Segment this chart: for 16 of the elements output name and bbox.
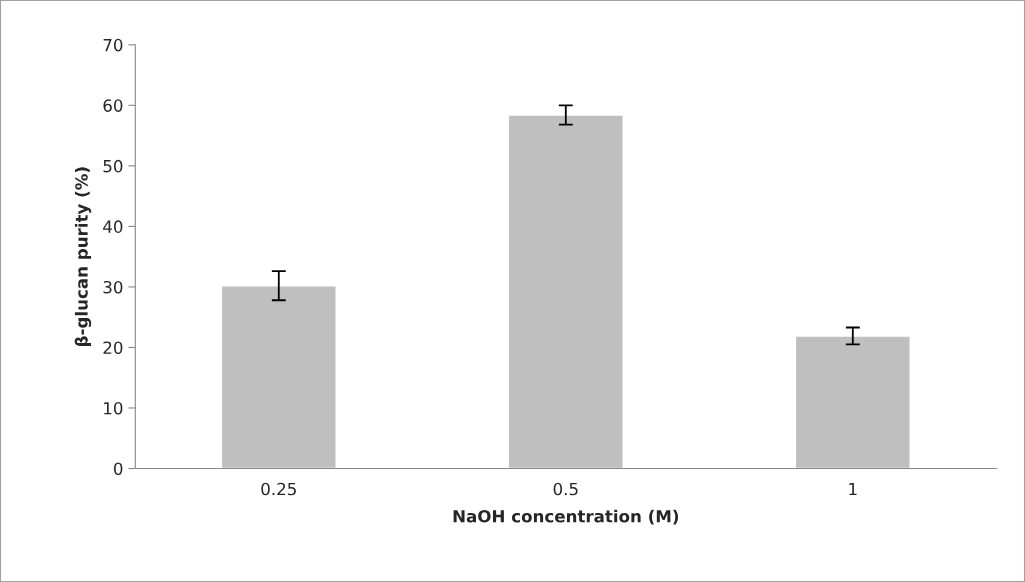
bar [794, 335, 911, 469]
x-tick-label: 0.25 [261, 482, 296, 496]
x-axis-title: NaOH concentration (M) [453, 509, 679, 525]
y-tick-label: 20 [103, 341, 123, 355]
bar [220, 285, 337, 469]
y-tick-label: 0 [113, 462, 123, 476]
y-axis-title: β-glucan purity (%) [74, 167, 92, 346]
y-tick-label: 60 [103, 99, 123, 112]
x-tick-label: 1 [849, 482, 857, 496]
y-tick-label: 50 [103, 159, 123, 173]
x-tick-label: 0.5 [553, 482, 578, 496]
y-tick-label: 10 [104, 401, 123, 415]
y-tick-label: 40 [103, 220, 123, 233]
y-tick-label: 70 [103, 38, 123, 52]
y-tick-label: 30 [103, 280, 123, 294]
bar [507, 114, 624, 469]
